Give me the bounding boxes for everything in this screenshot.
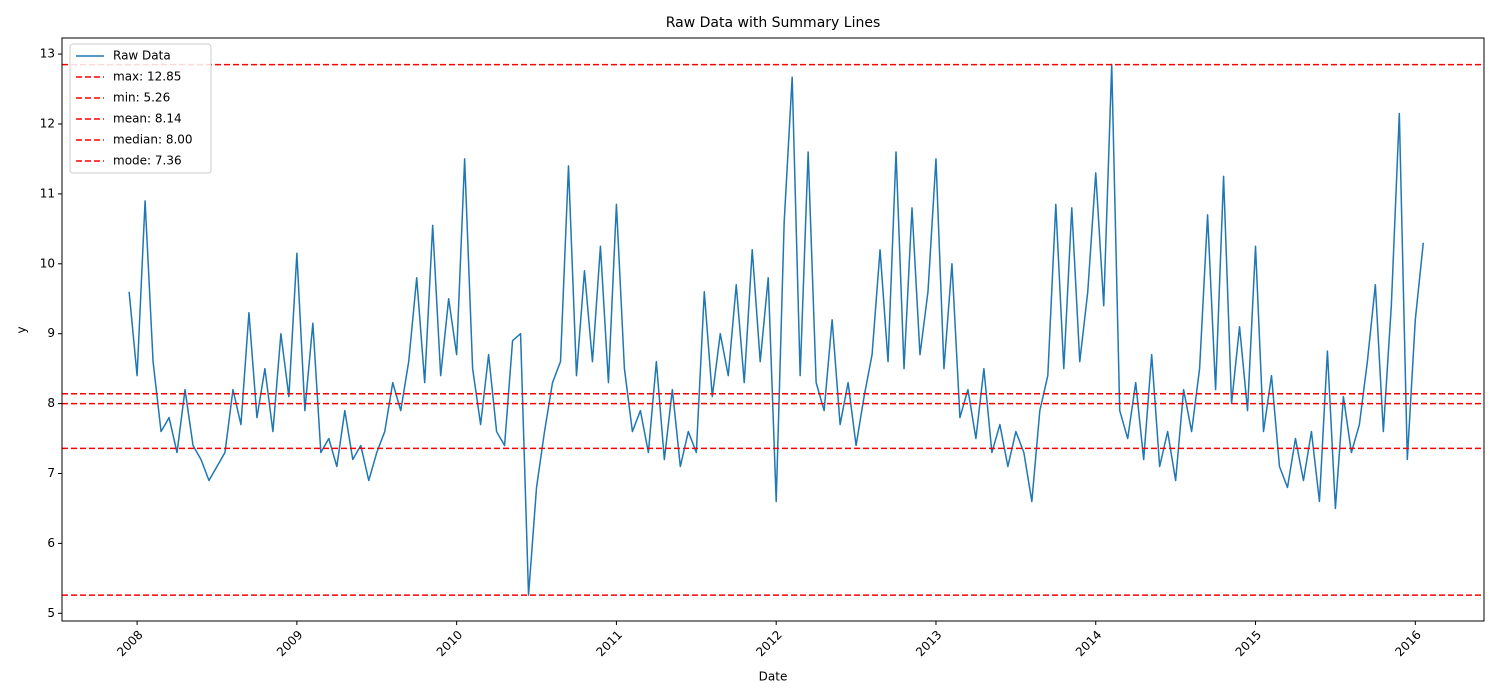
y-tick-label: 13 [40,47,55,61]
legend-box [69,43,212,174]
legend-label: max: 12.85 [113,70,181,84]
y-tick-label: 6 [47,536,55,550]
x-tick-label: 2009 [274,628,305,659]
y-tick-label: 11 [40,186,55,200]
x-tick-label: 2010 [434,628,465,659]
x-tick-label: 2011 [594,628,625,659]
y-tick-label: 8 [47,396,55,410]
legend-label: mean: 8.14 [113,112,182,126]
legend-label: min: 5.26 [113,91,170,105]
y-tick-label: 7 [47,466,55,480]
x-tick-label: 2014 [1073,628,1104,659]
x-tick-label: 2012 [753,628,784,659]
x-tick-label: 2013 [913,628,944,659]
y-axis-label: y [15,326,29,333]
legend-label: Raw Data [113,49,171,63]
x-tick-label: 2016 [1392,628,1423,659]
plot-frame [61,37,1485,622]
x-tick-label: 2015 [1233,628,1264,659]
legend-label: median: 8.00 [113,133,193,147]
y-tick-label: 12 [40,116,55,130]
y-tick-label: 9 [47,326,55,340]
data-line [128,63,1425,596]
legend-label: mode: 7.36 [113,154,182,168]
y-tick-label: 5 [47,606,55,620]
x-axis-label: Date [759,670,788,684]
y-tick-label: 10 [40,256,55,270]
chart-title: Raw Data with Summary Lines [666,15,881,31]
x-tick-label: 2008 [114,628,145,659]
